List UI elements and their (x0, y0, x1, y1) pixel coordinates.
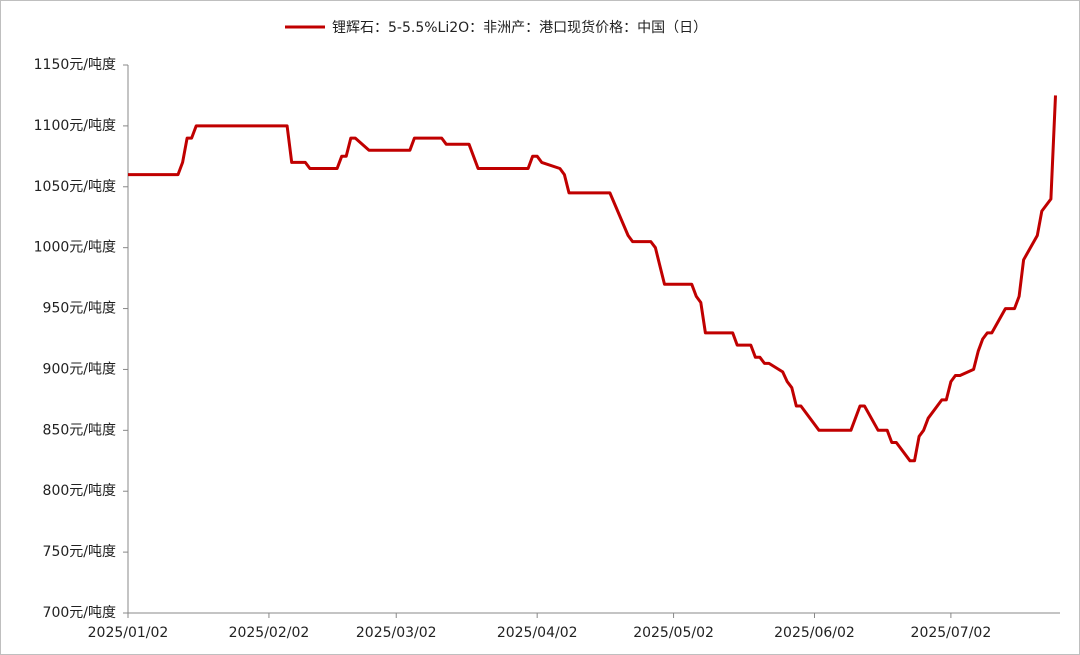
y-tick-label: 1000元/吨度 (34, 240, 116, 256)
x-tick-label: 2025/01/02 (88, 625, 169, 641)
y-tick-label: 950元/吨度 (43, 301, 116, 317)
y-tick-label: 1100元/吨度 (34, 118, 116, 134)
x-tick-label: 2025/03/02 (356, 625, 437, 641)
y-tick-label: 1050元/吨度 (34, 179, 116, 195)
x-tick-label: 2025/07/02 (911, 625, 992, 641)
line-series (128, 95, 1057, 463)
x-tick-label: 2025/02/02 (229, 625, 310, 641)
y-tick-label: 700元/吨度 (43, 605, 116, 621)
legend-label: 锂辉石：5-5.5%Li2O：非洲产：港口现货价格：中国（日） (332, 19, 707, 36)
x-tick-label: 2025/05/02 (633, 625, 714, 641)
y-tick-label: 900元/吨度 (43, 361, 116, 377)
y-tick-label: 850元/吨度 (43, 422, 116, 438)
x-tick-label: 2025/04/02 (497, 625, 578, 641)
x-tick-label: 2025/06/02 (774, 625, 855, 641)
y-tick-label: 750元/吨度 (43, 544, 116, 560)
y-tick-label: 1150元/吨度 (34, 57, 116, 73)
y-tick-label: 800元/吨度 (43, 483, 116, 499)
